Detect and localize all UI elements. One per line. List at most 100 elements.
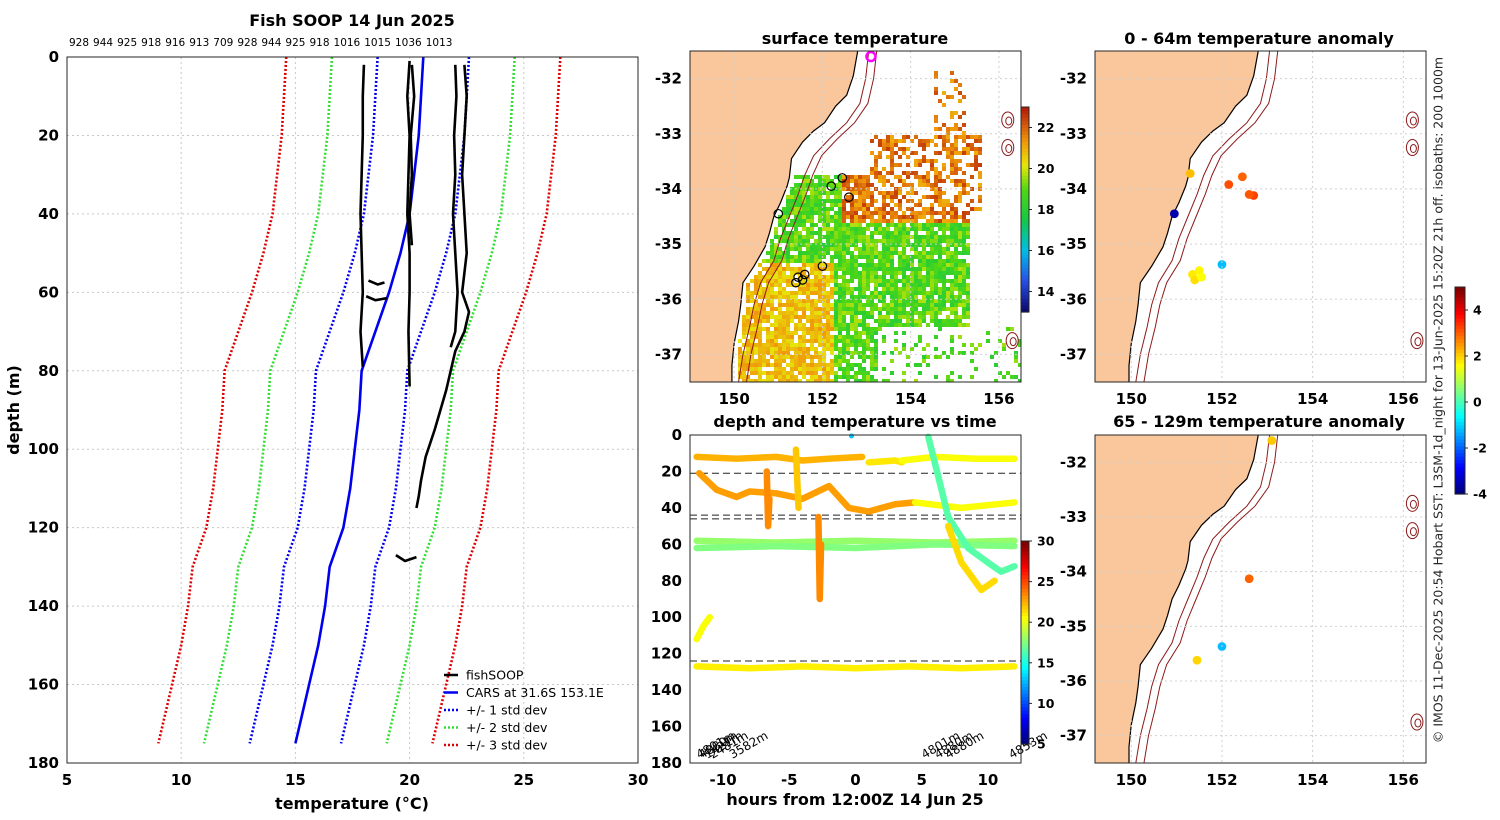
sst-pixel — [826, 295, 830, 299]
sst-pixel — [818, 227, 822, 231]
time-colorbar-segment — [1021, 581, 1029, 586]
sst-pixel — [938, 259, 942, 263]
sst-pixel — [806, 239, 810, 243]
sst-pixel — [810, 347, 814, 351]
sst-pixel — [834, 243, 838, 247]
sst-pixel — [802, 227, 806, 231]
sst-pixel — [794, 219, 798, 223]
sst-pixel — [946, 131, 950, 135]
sst-pixel — [894, 347, 898, 351]
sst-pixel — [846, 195, 850, 199]
sst-pixel — [862, 291, 866, 295]
sst-pixel — [830, 351, 834, 355]
sst-pixel — [966, 307, 970, 311]
sst-pixel — [862, 319, 866, 323]
sst-map-seamount-contour — [1001, 111, 1015, 129]
sst-pixel — [834, 227, 838, 231]
sst-pixel — [814, 311, 818, 315]
sst-pixel — [858, 299, 862, 303]
sst-pixel — [854, 231, 858, 235]
sst-pixel — [790, 295, 794, 299]
sst-pixel — [874, 155, 878, 159]
sst-pixel — [918, 239, 922, 243]
sst-pixel — [846, 227, 850, 231]
sst-pixel — [770, 355, 774, 359]
sst-pixel — [950, 287, 954, 291]
sst-pixel — [770, 299, 774, 303]
sst-pixel — [866, 175, 870, 179]
sst-pixel — [886, 315, 890, 319]
sst-pixel — [770, 255, 774, 259]
sst-pixel — [958, 375, 962, 379]
sst-pixel — [874, 319, 878, 323]
sst-pixel — [938, 243, 942, 247]
sst-pixel — [902, 311, 906, 315]
sst-pixel — [774, 351, 778, 355]
sst-pixel — [806, 231, 810, 235]
anomaly-colorbar-segment — [1455, 373, 1465, 378]
sst-pixel — [974, 151, 978, 155]
sst-pixel — [946, 127, 950, 131]
sst-pixel — [818, 355, 822, 359]
anom-bottom-ytick-label: -33 — [1060, 508, 1087, 526]
sst-pixel — [758, 363, 762, 367]
sst-pixel — [842, 335, 846, 339]
sst-pixel — [930, 315, 934, 319]
sst-pixel — [794, 367, 798, 371]
sst-pixel — [842, 255, 846, 259]
sst-pixel — [894, 283, 898, 287]
sst-pixel — [818, 203, 822, 207]
sst-pixel — [830, 267, 834, 271]
sst-pixel — [854, 183, 858, 187]
sst-pixel — [938, 191, 942, 195]
sst-pixel — [918, 263, 922, 267]
sst-pixel — [778, 299, 782, 303]
sst-pixel — [842, 375, 846, 379]
anomaly-colorbar-segment — [1455, 331, 1465, 336]
sst-pixel — [782, 351, 786, 355]
sst-pixel — [810, 299, 814, 303]
sst-pixel — [862, 311, 866, 315]
time-colorbar-tick-label: 15 — [1037, 655, 1054, 670]
sst-pixel — [802, 267, 806, 271]
temperature-track — [815, 513, 825, 603]
sst-pixel — [898, 207, 902, 211]
sst-pixel — [834, 343, 838, 347]
anomaly-point — [1217, 260, 1227, 269]
fishsoop-cast-line — [367, 279, 385, 286]
time-colorbar-segment — [1021, 716, 1029, 721]
sst-pixel — [746, 367, 750, 371]
sst-pixel — [846, 231, 850, 235]
sst-pixel — [894, 299, 898, 303]
sst-pixel — [918, 323, 922, 327]
sst-pixel — [1006, 327, 1010, 331]
sst-map-seamount-contour — [1009, 337, 1017, 347]
sst-pixel — [882, 379, 886, 382]
sst-pixel — [778, 267, 782, 271]
sst-pixel — [822, 375, 826, 379]
sst-pixel — [834, 291, 838, 295]
sst-pixel — [910, 223, 914, 227]
sst-pixel — [890, 275, 894, 279]
sst-pixel — [842, 231, 846, 235]
sst-pixel — [826, 279, 830, 283]
sst-pixel — [902, 219, 906, 223]
sst-pixel — [902, 279, 906, 283]
sst-pixel — [934, 151, 938, 155]
sst-pixel — [882, 183, 886, 187]
sst-pixel — [954, 303, 958, 307]
sst-pixel — [790, 355, 794, 359]
sst-pixel — [798, 287, 802, 291]
sst-pixel — [854, 307, 858, 311]
sst-pixel — [786, 315, 790, 319]
sst-pixel — [778, 311, 782, 315]
sst-pixel — [878, 239, 882, 243]
sst-pixel — [806, 263, 810, 267]
sst-pixel — [758, 359, 762, 363]
sst-pixel — [770, 331, 774, 335]
sst-pixel — [838, 291, 842, 295]
sst-pixel — [802, 239, 806, 243]
sst-pixel — [802, 355, 806, 359]
temperature-track — [944, 522, 998, 594]
anomaly-colorbar-tick-label: 4 — [1473, 303, 1482, 318]
